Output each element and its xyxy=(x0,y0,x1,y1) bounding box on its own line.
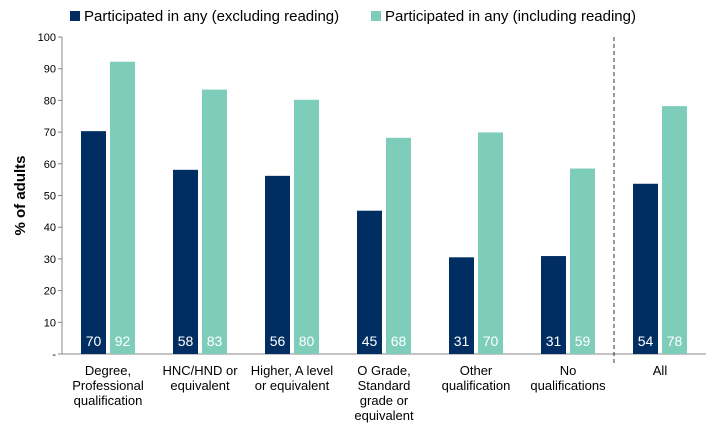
category-label-5-line-1: Other xyxy=(460,363,493,378)
y-tick-label: 100 xyxy=(38,32,56,44)
y-tick-label: 40 xyxy=(44,222,56,234)
category-label-7-line-1: All xyxy=(653,363,668,378)
data-label-series1-cat2: 58 xyxy=(178,333,194,349)
bar-series1-cat7 xyxy=(633,183,658,354)
data-label-series2-cat6: 59 xyxy=(575,333,591,349)
category-axis-labels: Degree,ProfessionalqualificationHNC/HND … xyxy=(72,363,667,423)
category-label-1-line-1: Degree, xyxy=(85,363,131,378)
data-label-series1-cat6: 31 xyxy=(546,333,562,349)
bar-series1-cat6 xyxy=(541,256,566,354)
bar-series2-cat6 xyxy=(570,168,595,354)
bar-series1-cat5 xyxy=(449,257,474,354)
bar-series1-cat1 xyxy=(81,131,106,354)
legend-label-1: Participated in any (excluding reading) xyxy=(84,8,339,25)
legend-swatch-1 xyxy=(70,11,80,21)
legend-label-2: Participated in any (including reading) xyxy=(385,8,636,25)
y-tick-label: 50 xyxy=(44,191,56,203)
category-label-1-line-2: Professional xyxy=(72,378,144,393)
y-tick-label: 20 xyxy=(44,286,56,298)
bar-series2-cat4 xyxy=(386,137,411,354)
y-tick-label: 60 xyxy=(44,159,56,171)
chart-axes: - 10 20 30 40 50 60 70 80 90 100 xyxy=(38,32,706,364)
bar-series2-cat5 xyxy=(478,132,503,354)
bar-series2-cat7 xyxy=(662,106,687,354)
y-tick-label: - xyxy=(52,349,56,361)
y-tick-label: 90 xyxy=(44,64,56,76)
category-label-3-line-2: or equivalent xyxy=(255,378,330,393)
bar-series1-cat2 xyxy=(173,169,198,354)
data-label-series2-cat4: 68 xyxy=(391,333,407,349)
category-label-2-line-1: HNC/HND or xyxy=(162,363,238,378)
y-tick-label: 10 xyxy=(44,317,56,329)
category-label-3-line-1: Higher, A level xyxy=(251,363,333,378)
chart-legend: Participated in any (excluding reading) P… xyxy=(70,8,636,25)
category-label-4-line-2: Standard xyxy=(358,378,411,393)
data-label-series1-cat5: 31 xyxy=(454,333,470,349)
data-label-series2-cat7: 78 xyxy=(667,333,683,349)
bar-series2-cat2 xyxy=(202,89,227,354)
data-label-series2-cat3: 80 xyxy=(299,333,315,349)
data-label-series1-cat1: 70 xyxy=(86,333,102,349)
y-tick-label: 30 xyxy=(44,254,56,266)
data-label-series1-cat7: 54 xyxy=(638,333,654,349)
data-label-series1-cat3: 56 xyxy=(270,333,286,349)
data-label-series2-cat1: 92 xyxy=(115,333,131,349)
legend-swatch-2 xyxy=(371,11,381,21)
y-tick-label: 80 xyxy=(44,95,56,107)
category-label-4-line-1: O Grade, xyxy=(357,363,410,378)
category-label-5-line-2: qualification xyxy=(442,378,511,393)
chart-bars xyxy=(81,61,687,355)
category-label-6-line-1: No xyxy=(560,363,577,378)
chart-data-labels: 70 92 58 83 56 80 45 68 31 70 31 59 54 78 xyxy=(86,333,683,349)
bar-series1-cat4 xyxy=(357,210,382,354)
y-axis-label: % of adults xyxy=(12,155,29,235)
bar-series2-cat3 xyxy=(294,99,319,355)
data-label-series2-cat5: 70 xyxy=(483,333,499,349)
category-label-6-line-2: qualifications xyxy=(530,378,606,393)
bar-series1-cat3 xyxy=(265,175,290,354)
category-label-4-line-4: equivalent xyxy=(354,408,414,423)
data-label-series2-cat2: 83 xyxy=(207,333,223,349)
y-tick-label: 70 xyxy=(44,127,56,139)
category-label-1-line-3: qualification xyxy=(74,393,143,408)
bar-series2-cat1 xyxy=(110,61,135,354)
data-label-series1-cat4: 45 xyxy=(362,333,378,349)
category-label-2-line-2: equivalent xyxy=(170,378,230,393)
category-label-4-line-3: grade or xyxy=(360,393,409,408)
